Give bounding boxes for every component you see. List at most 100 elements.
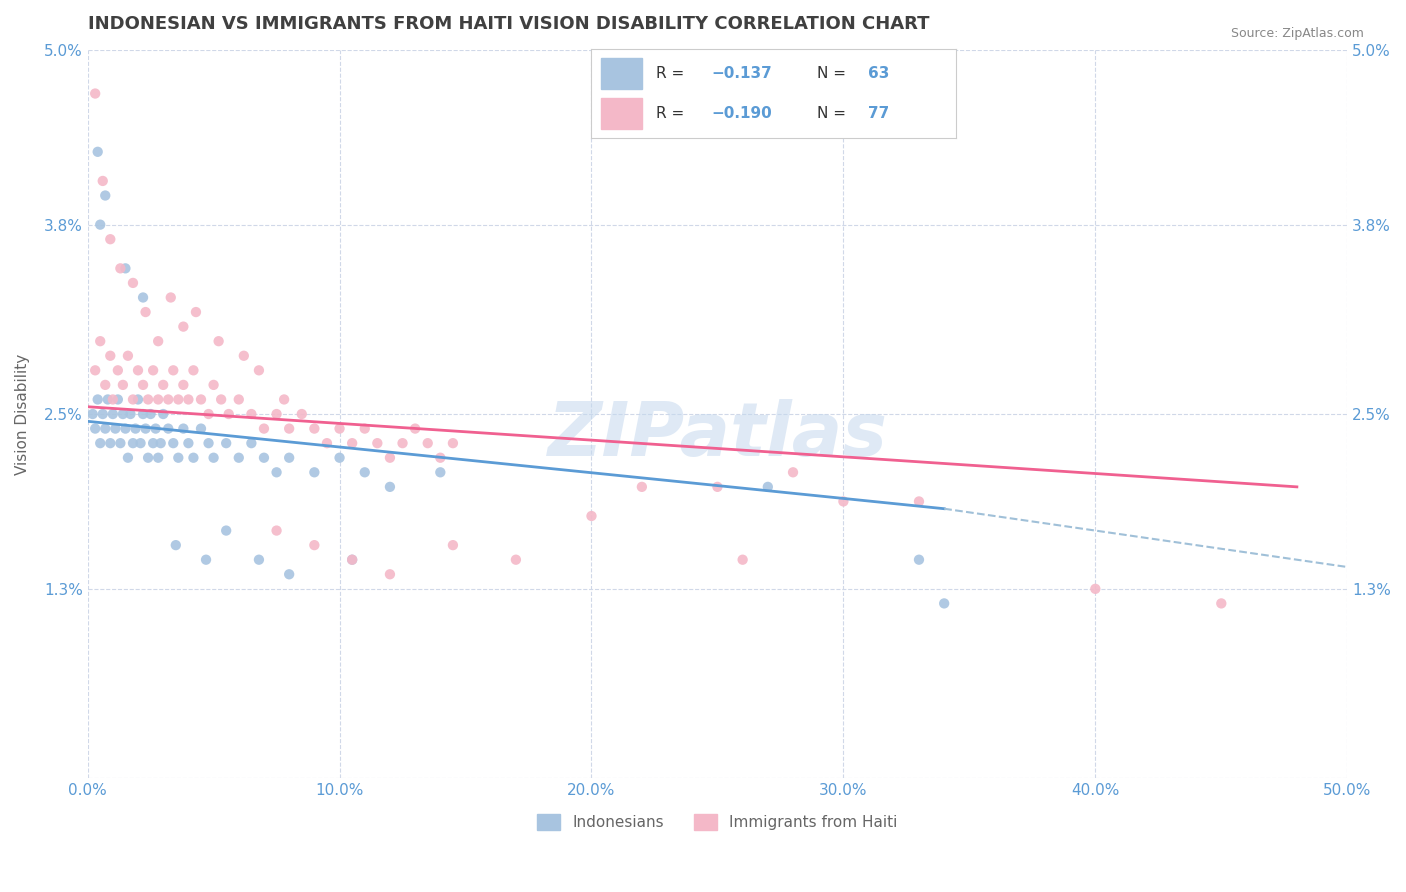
- Point: [157, 392, 180, 407]
- Point: [135, 421, 157, 435]
- Point: [404, 421, 426, 435]
- Point: [247, 552, 270, 566]
- Point: [202, 377, 225, 392]
- Point: [329, 421, 352, 435]
- Point: [183, 450, 205, 465]
- Text: Source: ZipAtlas.com: Source: ZipAtlas.com: [1230, 27, 1364, 40]
- Point: [183, 363, 205, 377]
- Point: [581, 508, 603, 523]
- Point: [756, 480, 779, 494]
- Point: [162, 363, 184, 377]
- Point: [84, 87, 107, 101]
- Point: [184, 305, 207, 319]
- Point: [340, 552, 363, 566]
- Point: [162, 436, 184, 450]
- Point: [152, 377, 174, 392]
- Point: [416, 436, 439, 450]
- Point: [165, 538, 187, 552]
- Point: [145, 421, 167, 435]
- Point: [304, 465, 326, 479]
- Point: [253, 450, 276, 465]
- Point: [89, 334, 111, 348]
- Text: ZIPatlas: ZIPatlas: [547, 400, 887, 473]
- Point: [159, 291, 181, 305]
- Point: [1084, 582, 1107, 596]
- Point: [114, 261, 136, 276]
- Point: [117, 450, 139, 465]
- Point: [329, 450, 352, 465]
- Point: [124, 421, 146, 435]
- Point: [366, 436, 388, 450]
- Point: [146, 392, 169, 407]
- Point: [378, 450, 401, 465]
- Point: [316, 436, 339, 450]
- Point: [278, 450, 301, 465]
- Point: [441, 436, 464, 450]
- Point: [94, 188, 117, 202]
- FancyBboxPatch shape: [602, 98, 641, 129]
- Point: [190, 421, 212, 435]
- Point: [91, 174, 114, 188]
- Point: [782, 465, 804, 479]
- Point: [228, 392, 250, 407]
- Point: [429, 465, 451, 479]
- Point: [441, 538, 464, 552]
- Point: [908, 494, 931, 508]
- Point: [631, 480, 654, 494]
- Legend: Indonesians, Immigrants from Haiti: Indonesians, Immigrants from Haiti: [531, 808, 904, 836]
- Point: [429, 450, 451, 465]
- Point: [273, 392, 295, 407]
- Text: −0.137: −0.137: [711, 66, 772, 80]
- Text: 63: 63: [869, 66, 890, 80]
- Point: [197, 407, 219, 421]
- Point: [122, 276, 145, 290]
- Point: [266, 407, 288, 421]
- Point: [505, 552, 527, 566]
- Point: [266, 524, 288, 538]
- Text: R =: R =: [657, 106, 685, 120]
- Point: [94, 421, 117, 435]
- Point: [97, 392, 120, 407]
- Point: [136, 392, 159, 407]
- Point: [146, 334, 169, 348]
- Point: [228, 450, 250, 465]
- Point: [86, 145, 108, 159]
- Point: [908, 552, 931, 566]
- Point: [135, 305, 157, 319]
- Point: [353, 465, 375, 479]
- Point: [142, 436, 165, 450]
- Point: [136, 450, 159, 465]
- Point: [101, 392, 124, 407]
- Point: [167, 450, 190, 465]
- Point: [340, 436, 363, 450]
- Point: [91, 407, 114, 421]
- Text: 77: 77: [869, 106, 890, 120]
- Point: [94, 377, 117, 392]
- Point: [207, 334, 229, 348]
- Point: [172, 421, 194, 435]
- Point: [101, 407, 124, 421]
- Point: [304, 421, 326, 435]
- Point: [152, 407, 174, 421]
- Point: [195, 552, 218, 566]
- Point: [111, 377, 134, 392]
- Point: [202, 450, 225, 465]
- Point: [934, 596, 956, 610]
- Point: [114, 421, 136, 435]
- Point: [172, 319, 194, 334]
- Point: [340, 552, 363, 566]
- Point: [98, 232, 121, 246]
- Point: [142, 363, 165, 377]
- Point: [240, 436, 263, 450]
- Point: [1211, 596, 1233, 610]
- Point: [120, 407, 142, 421]
- Point: [127, 392, 149, 407]
- Text: R =: R =: [657, 66, 685, 80]
- Y-axis label: Vision Disability: Vision Disability: [15, 353, 30, 475]
- Point: [253, 421, 276, 435]
- Point: [215, 524, 238, 538]
- Point: [82, 407, 104, 421]
- Point: [391, 436, 413, 450]
- Point: [110, 261, 132, 276]
- Point: [190, 392, 212, 407]
